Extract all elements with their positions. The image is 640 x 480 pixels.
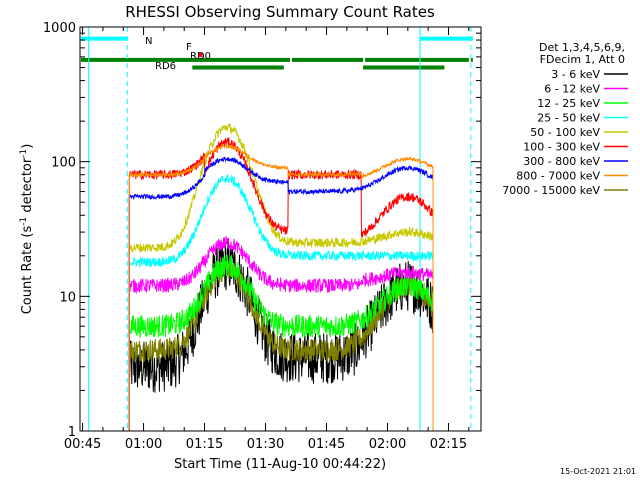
series-50-100-kev: [128, 123, 434, 431]
y-label-exp1: -1: [19, 217, 29, 226]
legend-entry-800-7000-kev: 800 - 7000 keV: [516, 170, 600, 183]
legend-entry-6-12-kev: 6 - 12 keV: [544, 83, 600, 96]
flag-label-n: N: [145, 36, 152, 47]
plot-frame: [79, 26, 482, 432]
y-label-exp2: -1: [19, 149, 29, 158]
series-800-7000-kev: [128, 143, 434, 431]
x-tick-label: 02:00: [369, 437, 406, 452]
legend-entry-100-300-kev: 100 - 300 keV: [523, 141, 600, 154]
x-tick-label: 00:45: [64, 437, 101, 452]
legend: Det 1,3,4,5,6,9,FDecim 1, Att 0 3 - 6 keV…: [502, 41, 628, 197]
y-tick-label: 1000: [43, 21, 76, 36]
x-axis-label: Start Time (11-Aug-10 00:44:22): [174, 457, 386, 472]
legend-entry-7000-15000-kev: 7000 - 15000 keV: [502, 184, 600, 197]
series-300-800-kev: [128, 156, 434, 431]
series-7000-15000-kev: [128, 259, 434, 431]
legend-entry-300-800-kev: 300 - 800 keV: [523, 155, 600, 168]
x-tick-label: 01:15: [186, 437, 223, 452]
legend-header-line: FDecim 1, Att 0: [540, 53, 625, 66]
legend-entry-50-100-kev: 50 - 100 keV: [530, 126, 600, 139]
series-lines: [128, 123, 434, 431]
y-label-end: ): [20, 144, 35, 149]
series-25-50-kev: [128, 174, 434, 431]
flag-label-rd0: RD0: [190, 51, 211, 62]
legend-entry-12-25-kev: 12 - 25 keV: [537, 97, 600, 110]
vertical-markers: [88, 27, 472, 431]
y-label-mid: detector: [20, 157, 35, 217]
x-tick-label: 02:15: [430, 437, 467, 452]
chart-title: RHESSI Observing Summary Count Rates: [125, 3, 435, 21]
x-tick-label: 01:30: [247, 437, 284, 452]
x-tick-label: 01:45: [308, 437, 345, 452]
generation-timestamp: 15-Oct-2021 21:01: [560, 467, 636, 476]
series-6-12-kev: [128, 236, 434, 431]
x-tick-label: 01:00: [125, 437, 162, 452]
legend-entry-3-6-kev: 3 - 6 keV: [551, 68, 600, 81]
legend-entry-25-50-kev: 25 - 50 keV: [537, 112, 600, 125]
legend-header-line: Det 1,3,4,5,6,9,: [539, 41, 625, 54]
y-tick-label: 10: [59, 290, 76, 305]
y-axis-label: Count Rate (s-1 detector-1): [19, 144, 35, 315]
y-tick-label: 100: [51, 156, 76, 171]
flag-label-rd6: RD6: [155, 61, 176, 72]
y-tick-label: 1: [68, 425, 76, 440]
series-12-25-kev: [128, 254, 434, 431]
y-label-base: Count Rate (s: [20, 226, 35, 315]
axes: 00:45 01:00 01:15 01:30 01:45 02:00 02:15 1 10 10…: [43, 21, 481, 452]
flag-label-f: F: [186, 42, 192, 53]
